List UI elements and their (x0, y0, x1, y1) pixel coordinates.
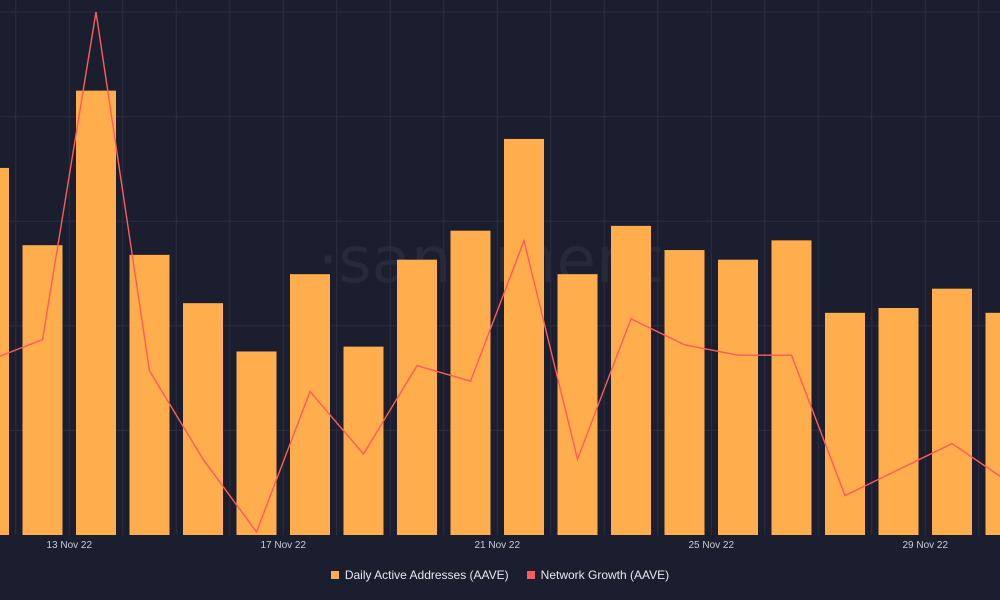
bar-daily-active-addresses[interactable] (450, 230, 491, 535)
bar-daily-active-addresses[interactable] (236, 351, 277, 535)
x-tick-label: 25 Nov 22 (688, 540, 734, 551)
network-growth-line (0, 11, 1000, 534)
bar-daily-active-addresses[interactable] (664, 250, 705, 535)
bar-daily-active-addresses[interactable] (76, 90, 116, 535)
bar-daily-active-addresses[interactable] (985, 312, 1000, 535)
bar-daily-active-addresses[interactable] (504, 138, 544, 535)
bar-daily-active-addresses[interactable] (878, 307, 919, 535)
x-tick-label: 29 Nov 22 (902, 540, 948, 551)
bar-daily-active-addresses[interactable] (343, 346, 384, 535)
legend-label-daa: Daily Active Addresses (AAVE) (344, 568, 509, 582)
bar-daily-active-addresses[interactable] (129, 254, 170, 536)
bar-daily-active-addresses[interactable] (611, 225, 651, 535)
bar-daily-active-addresses[interactable] (290, 274, 330, 535)
legend-swatch-bar (330, 571, 339, 579)
x-tick-label: 21 Nov 22 (474, 540, 520, 551)
x-axis-ticks: 13 Nov 22 17 Nov 22 21 Nov 22 25 Nov 22 29 N… (46, 540, 948, 551)
bar-series (0, 90, 1000, 536)
x-tick-label: 13 Nov 22 (46, 540, 92, 551)
bar-daily-active-addresses[interactable] (771, 240, 812, 535)
x-tick-label: 17 Nov 22 (260, 540, 306, 551)
bar-daily-active-addresses[interactable] (397, 259, 437, 535)
bar-daily-active-addresses[interactable] (825, 312, 865, 535)
bar-daily-active-addresses[interactable] (183, 303, 223, 535)
legend-swatch-line (526, 571, 535, 579)
legend-item-network-growth[interactable]: Network Growth (AAVE) (526, 568, 670, 582)
bar-daily-active-addresses[interactable] (0, 167, 9, 536)
bar-daily-active-addresses[interactable] (22, 245, 63, 535)
legend-label-network-growth: Network Growth (AAVE) (540, 568, 670, 582)
bar-daily-active-addresses[interactable] (718, 259, 758, 535)
bar-daily-active-addresses[interactable] (932, 288, 972, 535)
legend: Daily Active Addresses (AAVE) Network Gr… (0, 568, 1000, 582)
legend-item-daa[interactable]: Daily Active Addresses (AAVE) (330, 568, 509, 582)
